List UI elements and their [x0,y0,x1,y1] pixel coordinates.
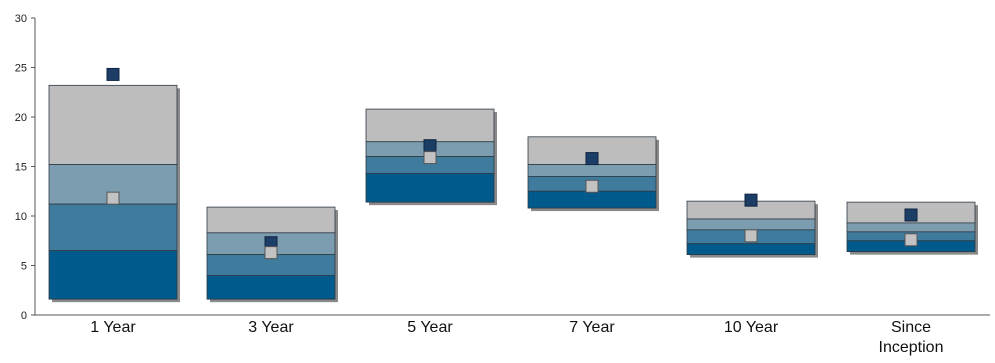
dark-marker [904,208,918,222]
floating-bar [527,136,659,212]
x-category-label: Inception [879,339,944,356]
light-marker [904,233,918,247]
bar-segment-upper-mid [686,218,816,231]
dark-marker [585,152,599,166]
bars-group [48,84,978,303]
dark-marker [106,67,120,81]
light-marker [744,229,758,243]
light-marker [106,191,120,205]
markers-group [106,67,918,260]
floating-bar [206,206,338,303]
bar-segment-upper-mid [846,222,976,233]
bar-segment-bottom [527,190,657,209]
bar-segment-bottom [686,243,816,256]
floating-bar [365,108,497,206]
x-category-label: 1 Year [90,319,136,336]
y-tick-label: 0 [21,310,27,322]
y-axis: 0 5 10 15 20 25 30 [15,13,36,322]
y-tick-label: 10 [15,211,27,223]
x-category-label: 3 Year [248,319,294,336]
light-marker [423,151,437,165]
x-labels-group: 1 Year 3 Year 5 Year 7 Year 10 Year Since Ince… [90,319,943,356]
bar-segment-bottom [48,250,178,300]
x-category-label: 7 Year [569,319,615,336]
x-category-label: 10 Year [724,319,779,336]
bar-segment-bottom [206,274,336,300]
bar-segment-lower-mid [48,203,178,252]
y-tick-label: 30 [15,13,27,25]
bar-segment-bottom [365,173,495,203]
dark-marker [423,139,437,153]
floating-bar [48,84,180,303]
bar-segment-top [48,84,178,165]
y-tick-label: 5 [21,261,27,273]
x-category-label: Since [891,319,931,336]
y-tick-label: 20 [15,112,27,124]
bar-segment-top [206,206,336,234]
x-category-label: 5 Year [407,319,453,336]
floating-bar [686,200,818,258]
light-marker [585,179,599,193]
y-tick-label: 15 [15,162,27,174]
light-marker [264,246,278,260]
bar-segment-top [365,108,495,143]
y-tick-label: 25 [15,63,27,75]
dark-marker [744,193,758,207]
bar-segment-upper-mid [527,164,657,177]
